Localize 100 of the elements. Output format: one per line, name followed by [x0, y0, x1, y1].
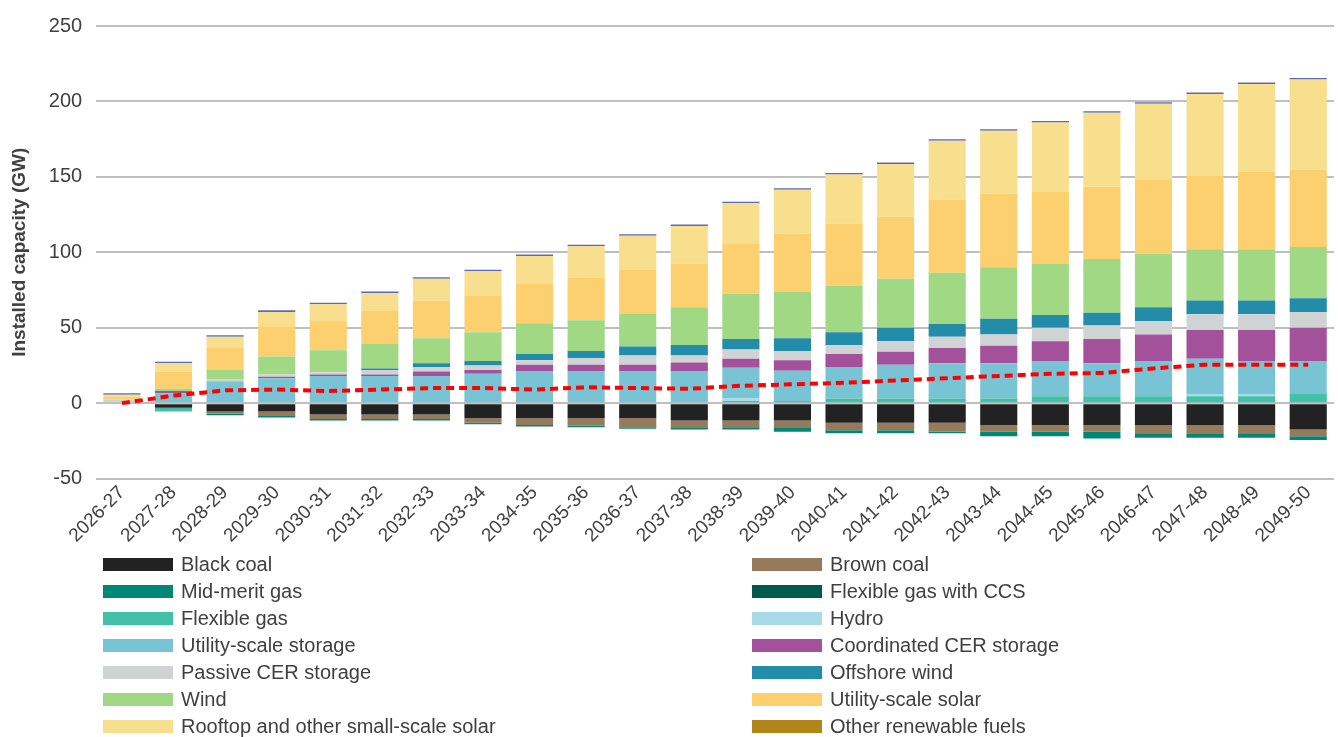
- bar: [1186, 434, 1224, 438]
- bar: [619, 235, 657, 270]
- bar: [877, 364, 915, 399]
- bar: [1134, 307, 1173, 321]
- bar: [670, 307, 708, 346]
- bar: [980, 318, 1018, 335]
- bar: [567, 277, 605, 321]
- legend-label: Mid-merit gas: [181, 580, 303, 603]
- bar: [619, 313, 657, 347]
- bar: [1238, 249, 1276, 301]
- bar: [567, 357, 605, 365]
- bar: [361, 343, 399, 369]
- bar: [1031, 191, 1069, 264]
- bar: [1238, 84, 1276, 172]
- bar: [825, 174, 863, 224]
- bar: [412, 338, 450, 364]
- bar: [1186, 425, 1224, 435]
- bar: [1238, 404, 1276, 426]
- bar: [1134, 404, 1173, 426]
- y-axis-title: Installed capacity (GW): [7, 147, 29, 357]
- bar: [1083, 404, 1121, 426]
- bar: [928, 404, 966, 423]
- bar: [928, 199, 966, 273]
- bar: [670, 225, 708, 264]
- bar: [309, 414, 347, 419]
- bar: [928, 323, 966, 337]
- bar: [567, 418, 605, 426]
- bar: [825, 404, 863, 423]
- bar: [1031, 314, 1069, 328]
- bar: [825, 430, 863, 434]
- bar: [1134, 334, 1173, 361]
- bar: [1238, 329, 1276, 361]
- bar: [258, 326, 296, 357]
- legend-label: Hydro: [830, 607, 884, 630]
- bar: [516, 371, 554, 403]
- bar: [619, 355, 657, 365]
- bar: [1289, 327, 1327, 361]
- bar: [412, 375, 450, 403]
- bar: [825, 422, 863, 431]
- bar: [206, 369, 244, 380]
- bar: [1031, 122, 1069, 192]
- bar: [928, 336, 966, 349]
- bar: [877, 351, 915, 365]
- bar: [464, 360, 502, 366]
- legend-label: Wind: [181, 688, 227, 711]
- bar: [877, 422, 915, 431]
- bar: [412, 414, 450, 419]
- bar: [1186, 249, 1224, 301]
- y-tick-label: 150: [48, 164, 83, 187]
- bar: [877, 278, 915, 328]
- bar: [980, 193, 1018, 268]
- bar: [1031, 404, 1069, 426]
- bar: [619, 371, 657, 403]
- y-tick-label: 250: [48, 13, 83, 36]
- y-tick-label: 100: [48, 239, 83, 262]
- bar: [722, 367, 760, 399]
- bar: [980, 130, 1018, 194]
- bar: [1031, 360, 1069, 397]
- bar: [1031, 263, 1069, 315]
- bar: [464, 418, 502, 423]
- bar: [877, 430, 915, 434]
- bar: [773, 338, 812, 352]
- bar: [670, 263, 708, 308]
- bar: [877, 327, 915, 342]
- bar: [928, 422, 966, 432]
- bar: [1031, 396, 1069, 403]
- bar: [464, 365, 502, 370]
- legend-label: Rooftop and other small-scale solar: [181, 715, 496, 737]
- bar: [258, 404, 296, 412]
- bar: [670, 420, 708, 429]
- legend-label: Black coal: [181, 553, 273, 576]
- bar: [928, 363, 966, 399]
- bar: [464, 404, 502, 419]
- bar: [980, 267, 1018, 319]
- bar: [1186, 314, 1224, 330]
- bar: [1134, 320, 1173, 335]
- bar: [1134, 179, 1173, 254]
- bar: [516, 323, 554, 355]
- legend-label: Other renewable fuels: [830, 715, 1026, 737]
- bar: [1186, 329, 1224, 359]
- bar: [412, 404, 450, 415]
- y-tick-label: -50: [53, 466, 83, 489]
- bar: [1134, 360, 1173, 397]
- bar: [877, 164, 915, 217]
- bar: [1289, 404, 1327, 430]
- bar: [825, 223, 863, 286]
- bar: [619, 346, 657, 356]
- bar: [980, 345, 1018, 364]
- bar: [1289, 247, 1327, 299]
- bar: [722, 420, 760, 429]
- bar: [309, 320, 347, 351]
- bar: [412, 363, 450, 367]
- bar: [1083, 186, 1121, 260]
- y-tick-label: 200: [48, 88, 83, 111]
- bar: [825, 366, 863, 399]
- bar: [1289, 394, 1327, 403]
- bar: [567, 404, 605, 419]
- bar: [619, 418, 657, 428]
- bar: [309, 304, 347, 321]
- bar: [464, 271, 502, 297]
